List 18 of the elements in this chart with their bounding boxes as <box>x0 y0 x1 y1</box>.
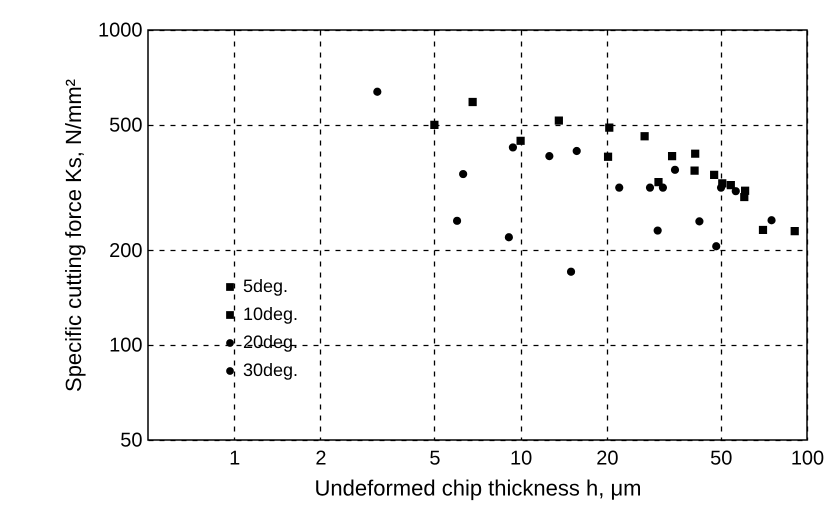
x-tick-label: 50 <box>710 448 732 470</box>
y-tick-label: 100 <box>109 334 142 357</box>
x-tick-label: 2 <box>315 448 326 470</box>
y-axis-title: Specific cutting force Ks, N/mm² <box>61 79 86 392</box>
x-tick-label: 1 <box>229 448 240 470</box>
x-tick-label: 5 <box>429 448 440 470</box>
y-tick-label: 200 <box>109 240 142 262</box>
x-tick-label: 20 <box>596 448 618 470</box>
y-tick-label: 500 <box>109 114 142 136</box>
x-axis-title: Undeformed chip thickness h, μm <box>314 476 642 500</box>
legend-label: 10deg. <box>243 304 298 324</box>
legend-label: 5deg. <box>243 276 288 296</box>
x-tick-label: 100 <box>790 448 824 470</box>
x-tick-label: 10 <box>510 448 532 470</box>
legend-label: 30deg. <box>243 360 298 380</box>
legend-label: 20deg. <box>243 332 298 352</box>
y-tick-label: 50 <box>120 430 142 452</box>
y-tick-label: 1000 <box>98 20 142 42</box>
